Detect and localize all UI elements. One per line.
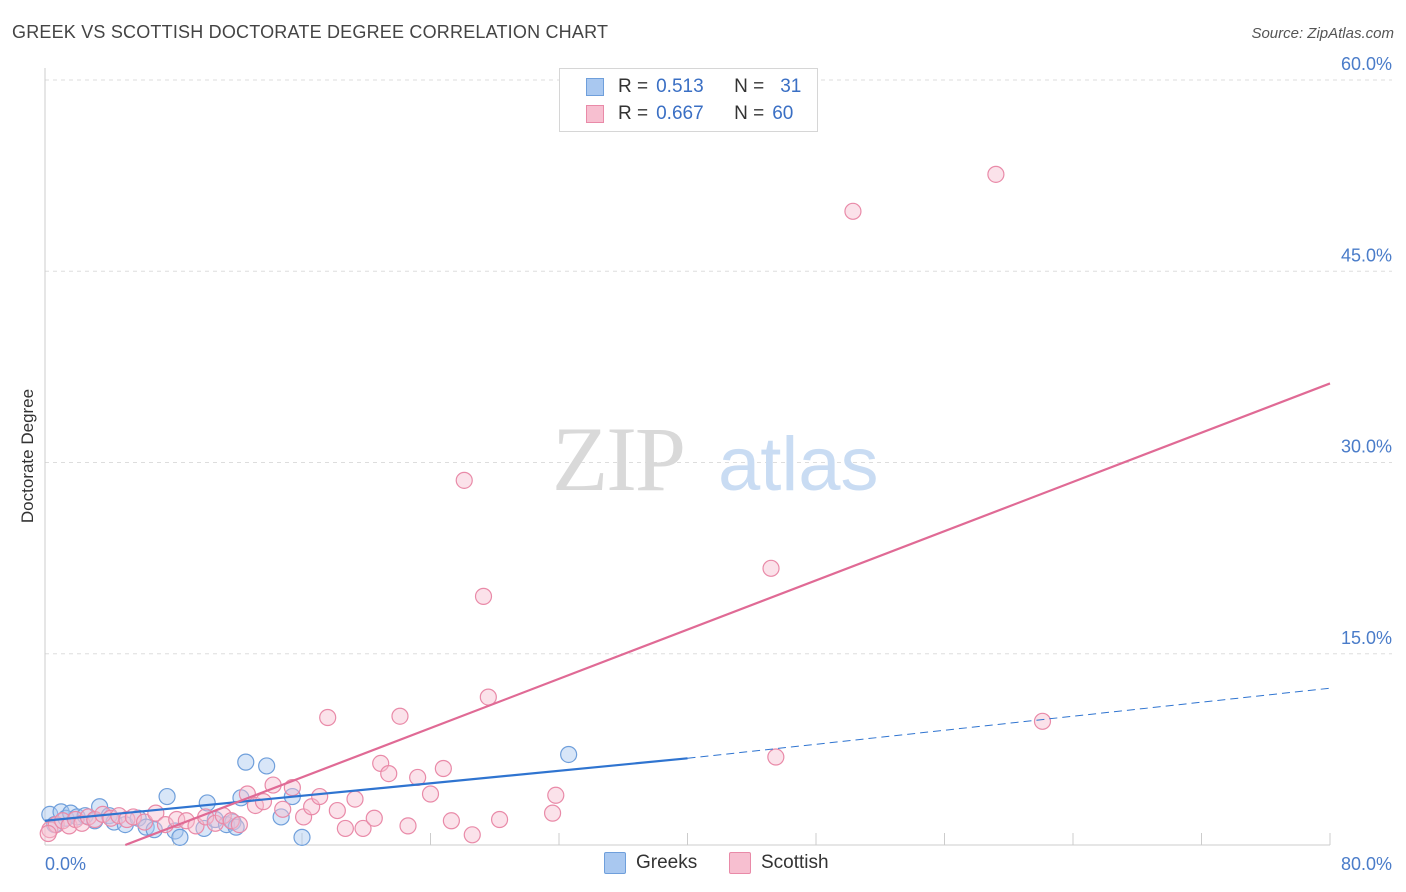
watermark-zip: ZIP <box>552 408 684 510</box>
y-tick-label: 30.0% <box>1341 437 1392 457</box>
source-label: Source: ZipAtlas.com <box>1251 25 1394 42</box>
chart-title: GREEK VS SCOTTISH DOCTORATE DEGREE CORRE… <box>12 22 609 42</box>
scottish-point <box>455 471 473 489</box>
legend-swatch-greeks <box>604 852 626 874</box>
scottish-point <box>336 819 354 838</box>
scottish-point <box>354 819 372 838</box>
legend-swatch-scottish <box>729 852 751 874</box>
y-tick-label: 45.0% <box>1341 245 1392 265</box>
legend-item-scottish: Scottish <box>729 850 829 876</box>
scottish-point <box>110 807 128 825</box>
scottish-point <box>311 787 329 806</box>
scottish-point <box>39 824 57 843</box>
legend-n-label: N = <box>734 76 765 97</box>
legend-r-value: 0.513 <box>656 76 704 97</box>
greeks-point <box>258 757 276 775</box>
x-tick-label: 0.0% <box>45 854 86 874</box>
scottish-trend-line <box>124 382 1331 847</box>
y-axis-label: Doctorate Degree <box>18 389 37 523</box>
data-points <box>39 165 1052 846</box>
legend-swatch-greeks <box>586 78 604 96</box>
greeks-trend-extension <box>687 687 1331 759</box>
scottish-point <box>365 809 383 827</box>
watermark-atlas: atlas <box>718 422 879 507</box>
grid-lines <box>45 79 1392 655</box>
scottish-point <box>346 790 364 808</box>
scottish-point <box>463 826 481 844</box>
scottish-point <box>762 559 780 577</box>
scottish-point <box>434 759 452 778</box>
greeks-point <box>293 828 311 846</box>
legend-row-scottish: R = 0.667 N = 60 <box>586 101 793 127</box>
scottish-point <box>844 202 862 220</box>
legend-label-scottish: Scottish <box>761 852 829 873</box>
scottish-point <box>230 815 248 834</box>
scottish-point <box>543 804 562 822</box>
greeks-point <box>171 828 189 846</box>
x-tick-label: 80.0% <box>1341 854 1392 874</box>
scottish-point <box>474 587 493 605</box>
legend-r-label: R = <box>618 76 649 97</box>
scottish-point <box>547 786 565 804</box>
tick-labels: 15.0% 30.0% 45.0% 60.0% 0.0% 80.0% <box>45 54 1392 874</box>
scottish-point <box>1033 712 1052 730</box>
y-tick-label: 15.0% <box>1341 628 1392 648</box>
legend-item-greeks: Greeks <box>604 850 697 876</box>
trend-lines <box>44 382 1331 847</box>
greeks-point <box>198 794 216 812</box>
legend-r-label: R = <box>618 103 649 124</box>
legend-label-greeks: Greeks <box>636 852 698 873</box>
stats-legend: R = 0.513 N = 31 R = 0.667 N = 60 <box>559 68 818 132</box>
scottish-point <box>73 814 91 832</box>
legend-n-value: 60 <box>772 103 794 124</box>
scottish-point <box>319 708 337 727</box>
greeks-point <box>560 745 578 764</box>
legend-n-label: N = <box>734 103 765 124</box>
scottish-point <box>442 812 460 830</box>
scottish-point <box>490 810 509 829</box>
legend-r-value: 0.667 <box>656 103 704 124</box>
scottish-point <box>135 813 154 831</box>
scottish-point <box>391 707 409 725</box>
scottish-point <box>254 793 273 811</box>
y-tick-label: 60.0% <box>1341 54 1392 74</box>
scottish-point <box>380 764 398 783</box>
scottish-point <box>987 165 1005 183</box>
scottish-point <box>421 785 440 803</box>
legend-n-value: 31 <box>780 76 802 97</box>
greeks-point <box>158 787 176 806</box>
scottish-point <box>767 748 785 766</box>
greeks-point <box>237 753 255 771</box>
legend-swatch-scottish <box>586 105 604 123</box>
scottish-point <box>328 801 346 820</box>
scottish-point <box>274 800 292 818</box>
watermark: ZIP atlas <box>552 408 879 510</box>
scottish-point <box>399 817 417 835</box>
greeks-trend-line <box>44 757 688 822</box>
scottish-point <box>222 812 240 830</box>
legend-row-greeks: R = 0.513 N = 31 <box>586 74 801 100</box>
